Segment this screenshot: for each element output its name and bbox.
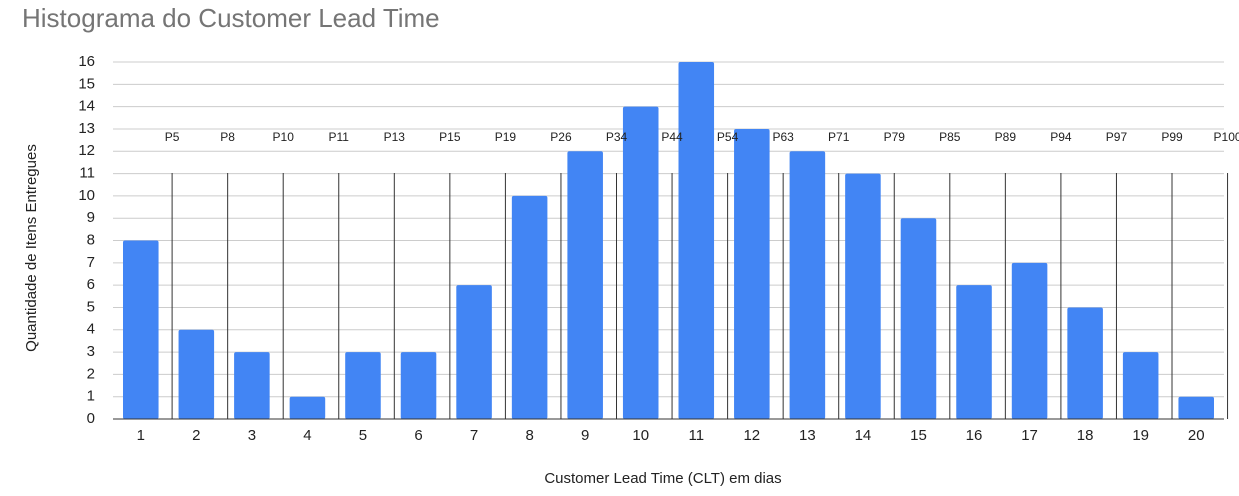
x-tick-label: 17	[1021, 427, 1038, 444]
chart-title: Histograma do Customer Lead Time	[22, 3, 440, 33]
x-tick-label: 8	[525, 427, 533, 444]
x-tick-label: 19	[1132, 427, 1149, 444]
annotation-label: P26	[550, 130, 572, 144]
x-tick-label: 11	[688, 427, 704, 444]
x-tick-label: 15	[910, 427, 927, 444]
annotation-label: P44	[661, 130, 683, 144]
bar	[289, 396, 326, 419]
y-tick-label: 8	[87, 231, 95, 248]
y-axis-title: Quantidade de Itens Entregues	[23, 144, 40, 352]
bar	[900, 218, 937, 419]
annotation-label: P94	[1050, 130, 1072, 144]
annotation-label: P63	[772, 130, 794, 144]
y-tick-label: 1	[87, 388, 95, 405]
x-tick-label: 7	[470, 427, 478, 444]
bar	[122, 240, 159, 419]
annotation-label: P5	[165, 130, 180, 144]
x-tick-label: 9	[581, 427, 589, 444]
bar	[234, 352, 270, 419]
y-tick-label: 16	[78, 53, 95, 70]
x-tick-label: 13	[799, 427, 816, 444]
y-tick-label: 7	[87, 254, 95, 271]
x-tick-label: 16	[966, 427, 983, 444]
y-tick-label: 14	[78, 98, 95, 115]
y-tick-label: 11	[79, 165, 95, 182]
y-tick-label: 2	[87, 365, 95, 382]
annotation-label: P71	[828, 130, 850, 144]
x-tick-label: 12	[743, 427, 760, 444]
x-tick-label: 5	[359, 427, 367, 444]
bar	[845, 173, 881, 419]
bar	[400, 352, 437, 419]
annotation-label: P85	[939, 130, 961, 144]
y-tick-label: 10	[78, 187, 95, 204]
bar	[1067, 307, 1103, 419]
y-tick-label: 4	[87, 321, 95, 338]
bar	[345, 352, 381, 419]
bar	[567, 151, 603, 419]
annotation-label: P19	[495, 130, 517, 144]
bar	[789, 151, 826, 419]
y-tick-label: 9	[87, 209, 95, 226]
y-tick-label: 0	[87, 410, 95, 427]
annotation-label: P79	[884, 130, 906, 144]
y-tick-label: 5	[87, 298, 95, 315]
y-tick-label: 6	[87, 276, 95, 293]
annotation-label: P10	[273, 130, 295, 144]
bar	[734, 128, 770, 419]
annotation-label: P97	[1106, 130, 1128, 144]
bar	[1178, 396, 1215, 419]
y-tick-label: 15	[78, 75, 95, 92]
y-tick-label: 12	[78, 142, 95, 159]
x-tick-label: 18	[1077, 427, 1094, 444]
x-tick-label: 3	[248, 427, 256, 444]
bar	[956, 285, 992, 419]
bar	[1122, 352, 1159, 419]
bar	[511, 195, 548, 419]
x-tick-label: 10	[632, 427, 649, 444]
x-tick-label: 4	[303, 427, 311, 444]
bar	[178, 329, 215, 419]
annotation-label: P100	[1214, 130, 1239, 144]
annotation-label: P54	[717, 130, 739, 144]
annotation-label: P15	[439, 130, 461, 144]
x-tick-label: 20	[1188, 427, 1205, 444]
y-tick-label: 3	[87, 343, 95, 360]
x-tick-label: 1	[137, 427, 145, 444]
x-tick-label: 14	[855, 427, 872, 444]
bar	[456, 285, 492, 419]
annotation-label: P89	[995, 130, 1017, 144]
bar	[1011, 262, 1048, 419]
x-tick-label: 2	[192, 427, 200, 444]
x-tick-label: 6	[414, 427, 422, 444]
annotation-label: P34	[606, 130, 628, 144]
annotation-label: P8	[220, 130, 235, 144]
bar	[622, 106, 659, 419]
annotation-label: P11	[329, 130, 350, 144]
y-tick-label: 13	[78, 120, 95, 137]
annotation-label: P99	[1161, 130, 1183, 144]
x-axis-title: Customer Lead Time (CLT) em dias	[544, 470, 781, 487]
bar	[678, 62, 715, 419]
annotation-label: P13	[384, 130, 406, 144]
